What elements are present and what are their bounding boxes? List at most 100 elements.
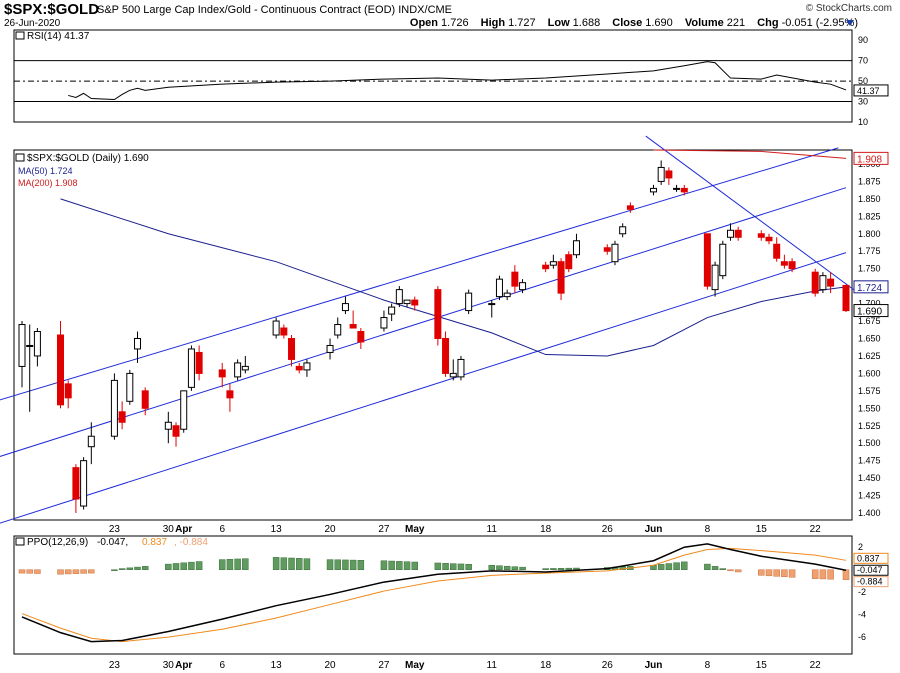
ppo-value-label: 0.837 xyxy=(857,553,880,563)
candle-body xyxy=(64,383,72,399)
ppo-legend-signal: 0.837 xyxy=(142,537,167,548)
ppo-histogram-bar xyxy=(272,557,280,570)
ppo-histogram-bar xyxy=(80,569,87,574)
price-tick-label: 1.850 xyxy=(858,194,881,204)
price-date-label: 27 xyxy=(378,524,390,535)
rsi-tick-label: 30 xyxy=(858,97,868,107)
ppo-histogram-bar xyxy=(280,557,288,570)
price-tick-label: 1.525 xyxy=(858,421,881,431)
ppo-histogram-bar xyxy=(226,559,234,570)
ppo-date-label: 26 xyxy=(602,660,614,671)
price-panel-icon xyxy=(15,153,25,162)
ppo-histogram-bar xyxy=(72,569,80,574)
price-tick-label: 1.625 xyxy=(858,351,881,361)
ppo-histogram-bar xyxy=(234,558,241,570)
ppo-histogram-bar xyxy=(380,560,388,570)
rsi-tick-label: 70 xyxy=(858,56,868,66)
candle-body xyxy=(172,425,180,437)
open-value: 1.726 xyxy=(441,17,469,29)
price-date-label: 6 xyxy=(219,524,225,535)
ppo-date-label: 8 xyxy=(705,660,711,671)
stockcharts-credit: © StockCharts.com xyxy=(805,3,892,14)
candle-body xyxy=(272,320,280,336)
ppo-tick-label: -4 xyxy=(858,610,866,620)
candle-body xyxy=(110,379,118,437)
price-tick-label: 1.675 xyxy=(858,316,881,326)
ppo-histogram-bar xyxy=(765,569,773,577)
price-tick-label: 1.550 xyxy=(858,403,881,413)
price-date-label: Jun xyxy=(645,524,663,535)
open-label: Open xyxy=(409,17,439,29)
ppo-histogram-bar xyxy=(565,567,573,570)
candle-body xyxy=(465,292,473,312)
price-label-box xyxy=(853,304,889,318)
channel-trendline xyxy=(0,252,847,524)
candle-body xyxy=(703,233,711,287)
ma50-legend: MA(50) 1.724 xyxy=(18,166,73,176)
ppo-histogram-bar xyxy=(550,568,557,570)
ppo-histogram-bar xyxy=(665,563,673,570)
rsi-tick-label: 10 xyxy=(858,117,868,127)
ppo-histogram-bar xyxy=(457,563,465,570)
ppo-histogram-bar xyxy=(488,564,496,570)
ppo-date-label: 18 xyxy=(540,660,552,671)
ppo-histogram-bar xyxy=(557,568,565,570)
candle-body xyxy=(180,390,188,430)
candle-body xyxy=(457,358,465,378)
price-tick-label: 1.825 xyxy=(858,211,881,221)
ppo-date-label: 30 xyxy=(163,660,175,671)
ppo-date-label: 13 xyxy=(271,660,283,671)
ppo-histogram-bar xyxy=(195,561,203,570)
chart-date: 26-Jun-2020 xyxy=(4,18,61,29)
ppo-histogram-bar xyxy=(141,566,149,570)
ppo-histogram-bar xyxy=(288,557,295,570)
candle-body xyxy=(18,324,26,367)
ppo-tick-label: 2 xyxy=(858,542,863,552)
price-date-label: 15 xyxy=(756,524,768,535)
ppo-histogram-bar xyxy=(396,561,403,570)
candle-body xyxy=(442,337,450,374)
ppo-histogram-bar xyxy=(411,561,418,570)
candle-body xyxy=(234,362,242,378)
rsi-line xyxy=(68,61,847,101)
ppo-histogram-bar xyxy=(242,558,249,570)
ppo-line xyxy=(21,543,847,643)
ppo-histogram-bar xyxy=(819,569,827,580)
price-tick-label: 1.700 xyxy=(858,299,881,309)
ppo-histogram-bar xyxy=(334,559,341,570)
ppo-histogram-bar xyxy=(727,569,734,572)
candle-body xyxy=(280,327,288,336)
rsi-panel xyxy=(13,29,853,123)
chart-symbol: $SPX:$GOLD xyxy=(4,1,100,18)
ppo-histogram-bar xyxy=(673,562,680,570)
ppo-histogram-bar xyxy=(188,561,195,570)
ppo-histogram-bar xyxy=(342,559,349,570)
ppo-histogram-bar xyxy=(681,561,688,570)
ppo-histogram-bar xyxy=(326,559,334,570)
candle-body xyxy=(349,324,357,329)
candle-body xyxy=(619,226,627,235)
price-tick-label: 1.500 xyxy=(858,438,881,448)
high-label: High xyxy=(480,17,506,29)
candle-body xyxy=(57,334,65,406)
ppo-histogram-bar xyxy=(26,569,33,574)
ppo-histogram-bar xyxy=(465,564,472,570)
ppo-date-label: 15 xyxy=(756,660,768,671)
candle-body xyxy=(519,282,527,291)
price-date-label: 13 xyxy=(271,524,283,535)
ppo-histogram-bar xyxy=(295,558,303,570)
candle-body xyxy=(788,261,796,270)
channel-trendline xyxy=(645,135,854,291)
ppo-panel xyxy=(13,535,853,655)
ohlc-summary: Open 1.726 High 1.727 Low 1.688 Close 1.690 … xyxy=(410,17,858,29)
ppo-histogram-bar xyxy=(442,563,449,570)
candle-body xyxy=(187,348,195,388)
price-tick-label: 1.650 xyxy=(858,333,881,343)
ppo-value-label: -0.047 xyxy=(857,565,883,575)
price-label-box xyxy=(853,151,889,165)
candle-body xyxy=(626,205,634,210)
chevron-down-icon[interactable] xyxy=(846,20,854,26)
ppo-value-label: -0.884 xyxy=(857,577,883,587)
candle-body xyxy=(680,187,688,193)
